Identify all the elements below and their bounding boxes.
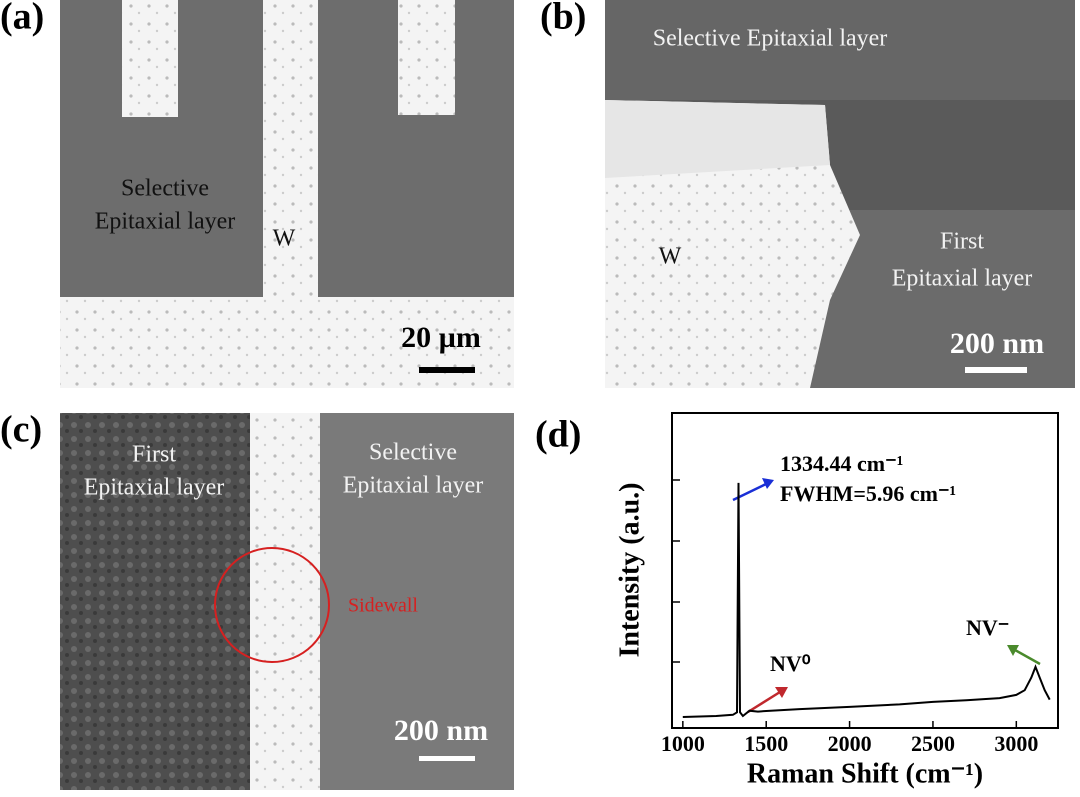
annotation: NV⁻ <box>966 615 1009 640</box>
x-tick-label: 1500 <box>744 731 788 756</box>
region-label: W <box>273 226 296 252</box>
scale-label: 200 nm <box>394 714 488 747</box>
region-label: First <box>132 442 176 468</box>
scale-label: 200 nm <box>950 327 1044 360</box>
scale-bar <box>419 756 475 761</box>
arrows <box>732 478 1041 714</box>
y-axis-label: Intensity (a.u.) <box>614 482 645 657</box>
layer-region <box>318 0 514 297</box>
region-label: First <box>940 229 984 255</box>
panel-label: (b) <box>540 0 586 38</box>
x-axis-label: Raman Shift (cm⁻¹) <box>747 758 983 789</box>
scale-bar <box>419 367 475 373</box>
region-label: W <box>659 244 682 270</box>
region-label: Epitaxial layer <box>343 473 484 499</box>
region-label: Epitaxial layer <box>892 266 1033 292</box>
panel-label: (d) <box>535 414 581 456</box>
layer-region <box>60 0 263 297</box>
scale-bar <box>965 367 1027 373</box>
panel-c: (c) First Epitaxial layer Selective Epit… <box>0 409 514 790</box>
x-tick-label: 2500 <box>911 731 955 756</box>
panel-label: (a) <box>0 0 44 38</box>
scale-label: 20 µm <box>401 321 481 354</box>
region-label: Sidewall <box>348 595 418 617</box>
annotation: NV⁰ <box>770 651 811 676</box>
region-label: Epitaxial layer <box>84 475 225 501</box>
layer-region <box>605 0 1075 100</box>
spectrum <box>682 482 1051 718</box>
y-ticks <box>672 479 680 663</box>
layer-region <box>60 413 255 790</box>
plot-frame <box>671 412 1059 729</box>
region-label: Epitaxial layer <box>95 209 236 235</box>
panel-a: (a) Selective Epitaxial layer W 20 µm <box>0 0 514 388</box>
panel-label: (c) <box>0 409 42 451</box>
x-tick-label: 1000 <box>661 731 705 756</box>
region-label: Selective <box>121 176 209 202</box>
panel-d: (d) Intensity (a.u.) Raman Shift (cm⁻¹) … <box>535 412 1059 789</box>
w-top <box>605 100 830 178</box>
x-tick-label: 3000 <box>994 731 1038 756</box>
annotation: FWHM=5.96 cm⁻¹ <box>780 481 956 506</box>
sidewall-circle <box>214 547 330 663</box>
x-tick-label: 2000 <box>828 731 872 756</box>
region-label: Selective <box>369 440 457 466</box>
sidewall-region <box>250 413 320 790</box>
panel-b: (b) Selective Epitaxial layer W First Ep… <box>540 0 1075 388</box>
annotation: 1334.44 cm⁻¹ <box>780 451 903 476</box>
region-label: Selective Epitaxial layer <box>653 26 888 52</box>
